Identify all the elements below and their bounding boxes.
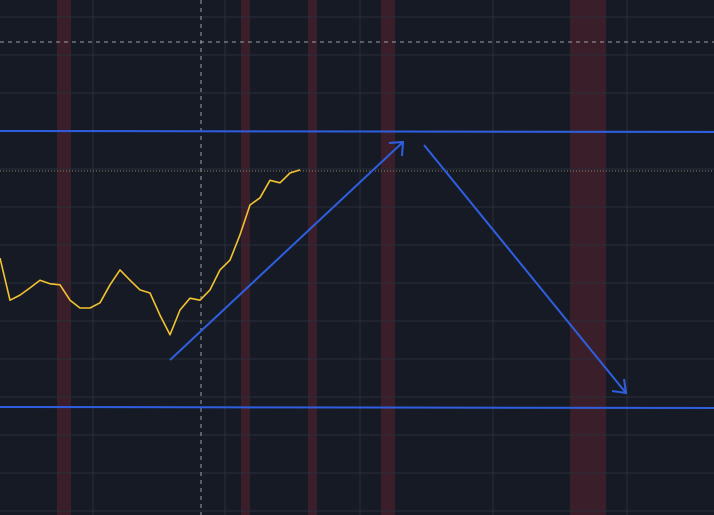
price-line-series: [0, 169, 301, 336]
arrow-shaft: [423, 144, 627, 394]
series: [0, 169, 301, 336]
session-bands: [57, 0, 606, 515]
arrow-shaft: [169, 141, 404, 361]
session-band: [381, 0, 395, 515]
horizontal-level: [0, 406, 714, 409]
arrow-head: [611, 378, 628, 395]
session-band: [57, 0, 71, 515]
session-band: [308, 0, 317, 515]
session-band: [241, 0, 250, 515]
arrow-up: [169, 140, 405, 361]
arrow-down: [423, 144, 628, 395]
horizontal-level: [0, 130, 714, 133]
session-band: [570, 0, 606, 515]
arrow-head: [388, 140, 405, 157]
